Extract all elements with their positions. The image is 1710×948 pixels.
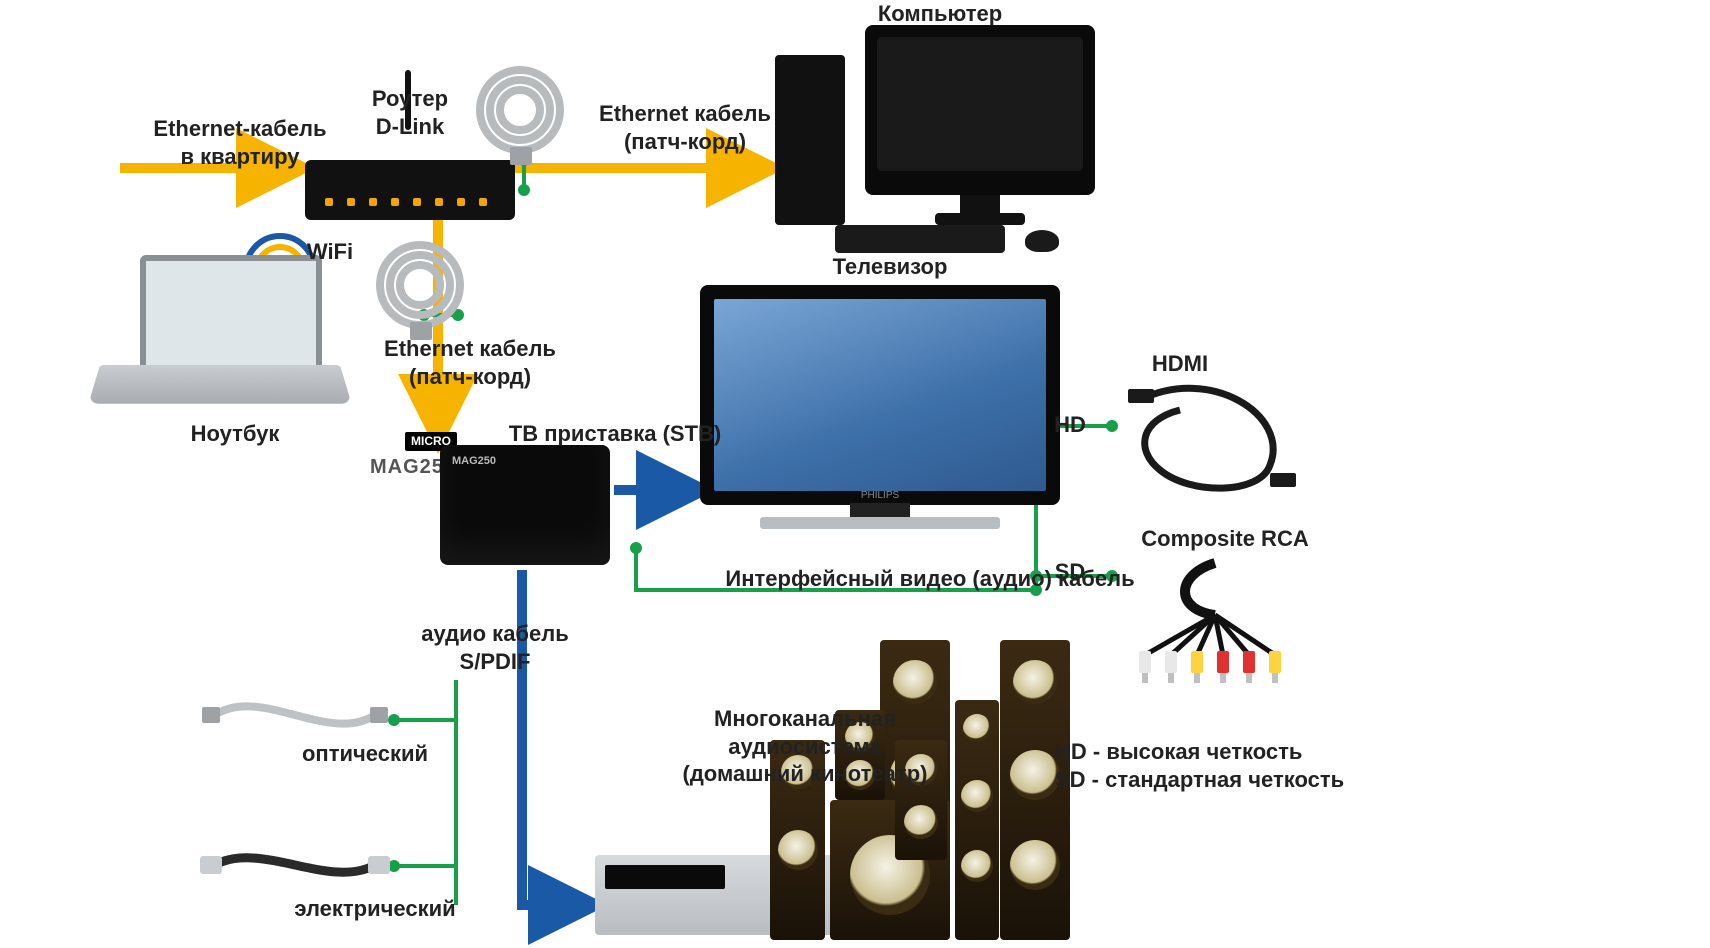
hdmi-cable: [1120, 375, 1310, 505]
electrical-cable: [200, 830, 390, 900]
label-hdmi: HDMI: [1110, 350, 1250, 378]
label-eth_patch_mid: Ethernet кабель (патч-корд): [360, 335, 580, 390]
composite-rca-cable: [1115, 555, 1315, 685]
connector-dot: [518, 184, 530, 196]
label-audio_sys: Многоканальная аудиосистема (домашний ки…: [645, 705, 965, 788]
label-router: Роутер D-Link: [330, 85, 490, 140]
ethernet-cable-mid: [360, 230, 480, 350]
label-comp_rca: Composite RCA: [1115, 525, 1335, 553]
label-hd: HD: [1040, 411, 1100, 439]
label-legend_hd: HD - высокая четкость: [1055, 738, 1455, 766]
connector-dot: [630, 542, 642, 554]
label-tv_title: Телевизор: [790, 253, 990, 281]
diagram-stage: MICRO MAG250 MAG250 PHILIPS: [0, 0, 1710, 948]
computer-device: [775, 25, 1115, 255]
label-optical: оптический: [275, 740, 455, 768]
tv-device: PHILIPS: [700, 285, 1060, 545]
label-electrical: электрический: [275, 895, 475, 923]
label-computer: Компьютер: [830, 0, 1050, 28]
label-legend_sd: SD - стандартная четкость: [1055, 766, 1455, 794]
connector-dot: [1106, 420, 1118, 432]
tv-brand-text: PHILIPS: [700, 490, 1060, 501]
stb-device: MAG250: [440, 445, 610, 565]
label-eth_patch_top: Ethernet кабель (патч-корд): [575, 100, 795, 155]
label-stb_title: ТВ приставка (STB): [475, 420, 755, 448]
laptop-device: [100, 255, 340, 425]
label-sd: SD: [1040, 558, 1100, 586]
label-spdif: аудио кабель S/PDIF: [395, 620, 595, 675]
label-eth_in: Ethernet-кабель в квартиру: [130, 115, 350, 170]
label-laptop: Ноутбук: [155, 420, 315, 448]
label-wifi: WiFi: [290, 238, 370, 266]
stb-logo-text: MAG250: [452, 455, 496, 467]
